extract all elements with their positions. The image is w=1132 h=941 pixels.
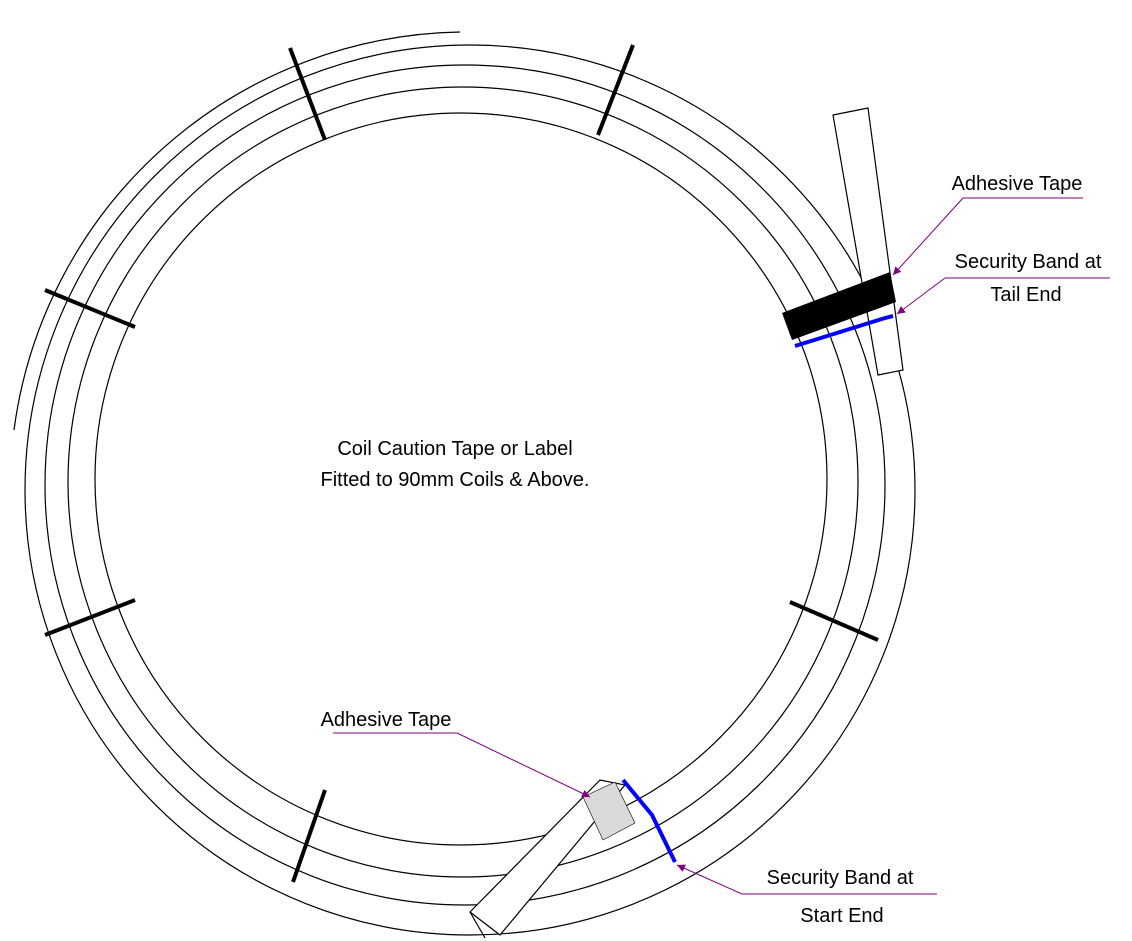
coil-ring-inner [94,112,828,846]
strap-right-lower [789,600,879,642]
center-label-line1: Coil Caution Tape or Label [337,438,572,460]
callout-security-band-tail-line1: Security Band at [955,251,1102,273]
center-label-line2: Fitted to 90mm Coils & Above. [320,469,589,491]
coil-spiral-wrap [13,31,461,431]
callout-adhesive-tape-start: Adhesive Tape [321,709,452,731]
coil-rings [13,31,916,936]
callout-security-band-start-line1: Security Band at [767,867,914,889]
strap-bottom-left [291,789,327,883]
coil-ring-outer [24,44,916,936]
callout-security-band-start-line2: Start End [800,905,883,927]
leader-security-start [676,864,743,895]
strap-left-lower [44,598,136,637]
coil-ring-third [67,86,859,878]
tail-security-band [794,314,894,348]
strap-top-left [288,47,327,141]
callout-adhesive-tape-tail: Adhesive Tape [952,173,1083,195]
leader-adhesive-tail [892,197,964,276]
coil-ring-second [44,64,886,906]
strap-left-upper [44,288,136,329]
strap-top-right [596,44,635,136]
start-adhesive-tape [582,781,636,841]
tail-end-pipe [832,107,904,376]
leader-security-tail [896,277,946,315]
leader-adhesive-start [456,732,591,798]
start-security-band [621,778,677,863]
tail-adhesive-tape [782,272,896,340]
callout-security-band-tail-line2: Tail End [990,284,1061,306]
coil-straps [44,44,879,883]
